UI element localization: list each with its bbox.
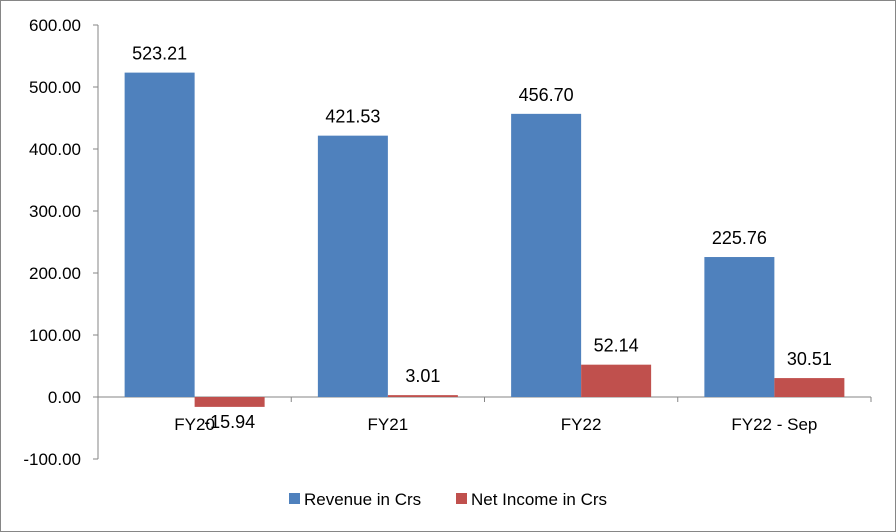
data-label: 225.76: [712, 228, 767, 248]
legend-label: Revenue in Crs: [304, 490, 421, 509]
chart-axes: -100.00 0.00 100.00 200.00 300.00 400.00 500.0…: [23, 16, 872, 469]
y-tick-label: -100.00: [23, 450, 81, 469]
chart-data-labels: 523.21 -15.94 421.53 3.01 456.70 52.14 225.76 3…: [132, 44, 832, 432]
bar-net-income: [581, 364, 652, 397]
bar-revenue: [317, 135, 388, 397]
legend-label: Net Income in Crs: [471, 490, 607, 509]
data-label: -15.94: [204, 412, 255, 432]
x-category-label: FY20: [174, 415, 215, 434]
x-category-label: FY21: [368, 415, 409, 434]
bar-revenue: [124, 72, 195, 397]
x-category-label: FY22 - Sep: [731, 415, 817, 434]
bar-net-income: [387, 395, 458, 397]
data-label: 3.01: [405, 366, 440, 386]
legend-swatch: [289, 493, 300, 504]
bar-net-income: [194, 397, 265, 407]
y-tick-label: 0.00: [48, 388, 81, 407]
bar-revenue: [511, 113, 582, 397]
bar-revenue: [704, 257, 775, 397]
y-tick-label: 400.00: [29, 140, 81, 159]
chart-legend: Revenue in Crs Net Income in Crs: [289, 490, 607, 509]
legend-swatch: [456, 493, 467, 504]
data-label: 456.70: [519, 85, 574, 105]
data-label: 421.53: [325, 107, 380, 127]
y-tick-label: 500.00: [29, 78, 81, 97]
y-tick-label: 300.00: [29, 202, 81, 221]
y-tick-label: 100.00: [29, 326, 81, 345]
x-category-label: FY22: [561, 415, 602, 434]
data-label: 523.21: [132, 44, 187, 64]
bar-net-income: [774, 378, 845, 397]
data-label: 30.51: [787, 349, 832, 369]
y-tick-label: 600.00: [29, 16, 81, 35]
data-label: 52.14: [594, 336, 639, 356]
y-tick-label: 200.00: [29, 264, 81, 283]
chart-bars: [124, 72, 845, 407]
